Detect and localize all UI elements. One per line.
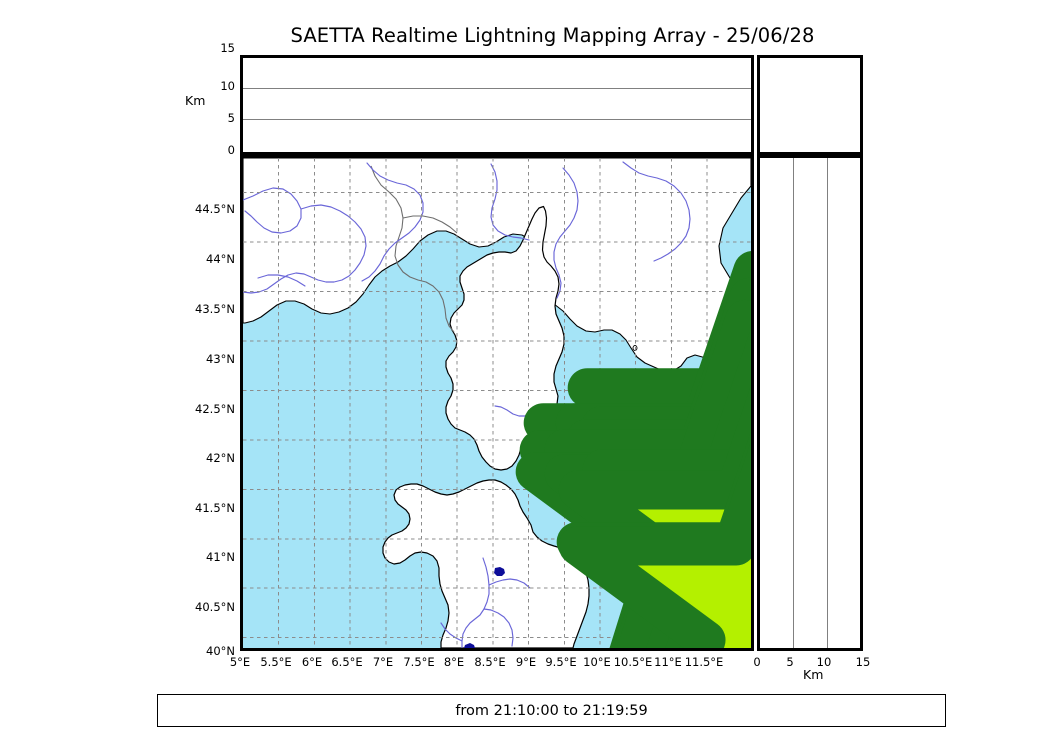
top-panel-gridline-10 xyxy=(243,88,751,89)
map-xtick-7-5: 7.5°E xyxy=(403,655,435,669)
map-xtick-7: 7°E xyxy=(372,655,394,669)
top-ytick-15: 15 xyxy=(220,41,235,55)
map-xtick-9: 9°E xyxy=(515,655,537,669)
right-panel-xlabel: Km xyxy=(803,667,824,682)
map-xtick-8: 8°E xyxy=(443,655,465,669)
right-xtick-15: 15 xyxy=(855,655,871,669)
map-ytick-43: 43°N xyxy=(206,352,235,366)
map-xtick-6-5: 6.5°E xyxy=(331,655,363,669)
top-right-corner-panel xyxy=(757,55,863,155)
map-ytick-43-5: 43.5°N xyxy=(195,302,235,316)
right-panel-gridline-10 xyxy=(827,158,828,648)
map-ytick-44: 44°N xyxy=(206,252,235,266)
map-xtick-11-5: 11.5°E xyxy=(684,655,724,669)
right-xtick-0: 0 xyxy=(753,655,761,669)
top-ytick-10: 10 xyxy=(220,79,235,93)
map-xtick-9-5: 9.5°E xyxy=(545,655,577,669)
top-panel-gridline-5 xyxy=(243,119,751,120)
top-panel-ylabel: Km xyxy=(185,93,206,108)
map-ytick-42: 42°N xyxy=(206,451,235,465)
map-ytick-40-5: 40.5°N xyxy=(195,600,235,614)
right-xtick-5: 5 xyxy=(786,655,794,669)
right-panel-gridline-5 xyxy=(793,158,794,648)
map-ytick-41-5: 41.5°N xyxy=(195,501,235,515)
map-xtick-10: 10°E xyxy=(583,655,611,669)
map-ytick-44-5: 44.5°N xyxy=(195,202,235,216)
right-xtick-10: 10 xyxy=(816,655,832,669)
top-ytick-0: 0 xyxy=(227,143,235,157)
map-xtick-5: 5°E xyxy=(229,655,251,669)
page-title: SAETTA Realtime Lightning Mapping Array … xyxy=(290,24,815,47)
map-graphic xyxy=(243,158,751,648)
map-ytick-42-5: 42.5°N xyxy=(195,402,235,416)
altitude-vs-longitude-panel[interactable] xyxy=(240,55,754,155)
map-ytick-41: 41°N xyxy=(206,550,235,564)
latitude-vs-altitude-panel[interactable] xyxy=(757,155,863,651)
map-xtick-5-5: 5.5°E xyxy=(260,655,292,669)
map-xtick-11: 11°E xyxy=(654,655,682,669)
map-ytick-40: 40°N xyxy=(206,644,235,658)
map-plan-view-panel[interactable] xyxy=(240,155,754,651)
status-bar[interactable]: from 21:10:00 to 21:19:59 xyxy=(157,694,946,727)
map-xtick-10-5: 10.5°E xyxy=(613,655,653,669)
map-xtick-8-5: 8.5°E xyxy=(474,655,506,669)
top-ytick-5: 5 xyxy=(227,111,235,125)
map-xtick-6: 6°E xyxy=(301,655,323,669)
status-bar-text: from 21:10:00 to 21:19:59 xyxy=(455,702,648,719)
